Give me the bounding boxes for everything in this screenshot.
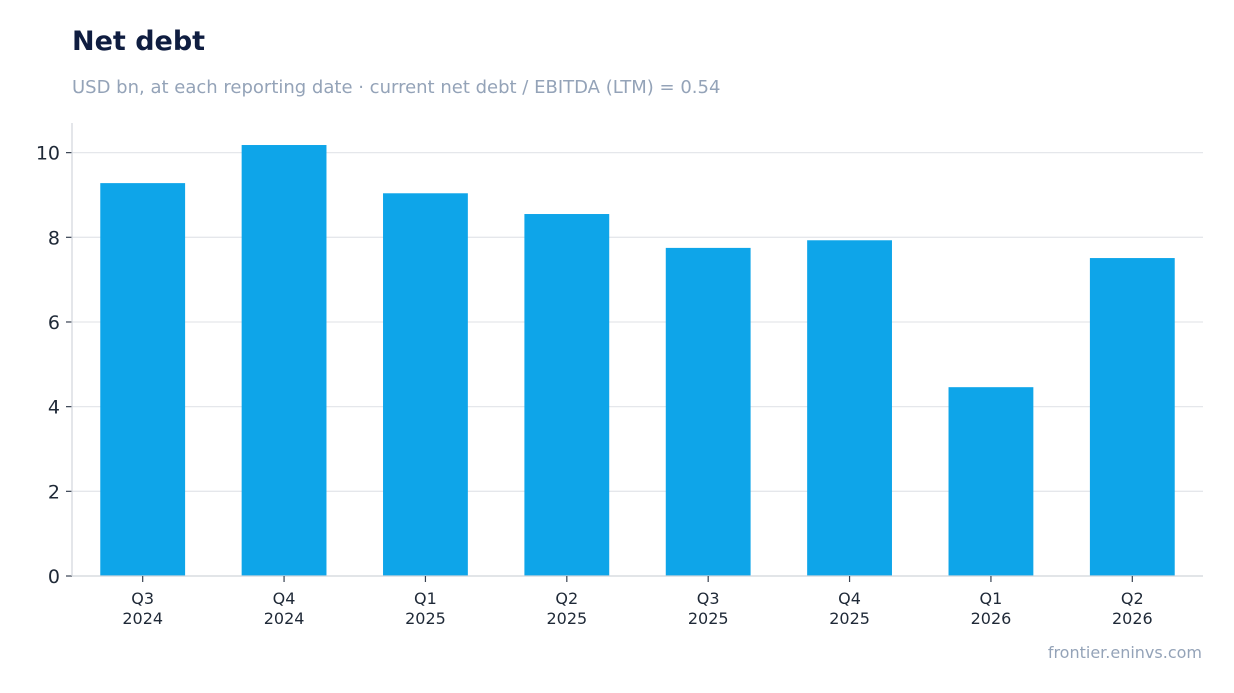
x-tick-label: Q2 2025 [546,589,587,628]
y-tick-label: 6 [48,312,60,334]
bar [241,145,327,576]
y-tick-label: 10 [36,143,60,165]
x-tick-label: Q1 2025 [405,589,446,628]
y-tick-label: 0 [48,566,60,588]
bar [807,240,892,576]
y-tick-label: 2 [48,481,60,503]
source-credit: frontier.eninvs.com [1047,643,1202,662]
x-tick-label: Q4 2025 [829,589,870,628]
x-tick-label: Q3 2024 [122,589,163,628]
bars [100,145,1175,577]
y-tick-label: 8 [48,227,60,249]
x-tick-label: Q4 2024 [264,589,305,628]
bar [1089,258,1175,576]
bar [665,247,751,576]
bar [524,214,610,576]
x-tick-labels: Q3 2024 Q4 2024 Q1 2025 Q2 2025 Q3 2025 Q4 2025 Q1 20… [122,589,1152,628]
y-tick-label: 4 [48,397,60,419]
y-tick-labels: 0 2 4 6 8 10 [36,143,60,588]
bar [100,183,186,577]
bar [383,193,468,576]
bar [948,387,1034,576]
chart-title: Net debt [72,26,206,57]
axes [66,123,1203,582]
chart-subtitle: USD bn, at each reporting date · current… [72,77,721,98]
x-tick-label: Q2 2026 [1112,589,1153,628]
x-tick-label: Q3 2025 [688,589,729,628]
x-tick-label: Q1 2026 [971,589,1012,628]
